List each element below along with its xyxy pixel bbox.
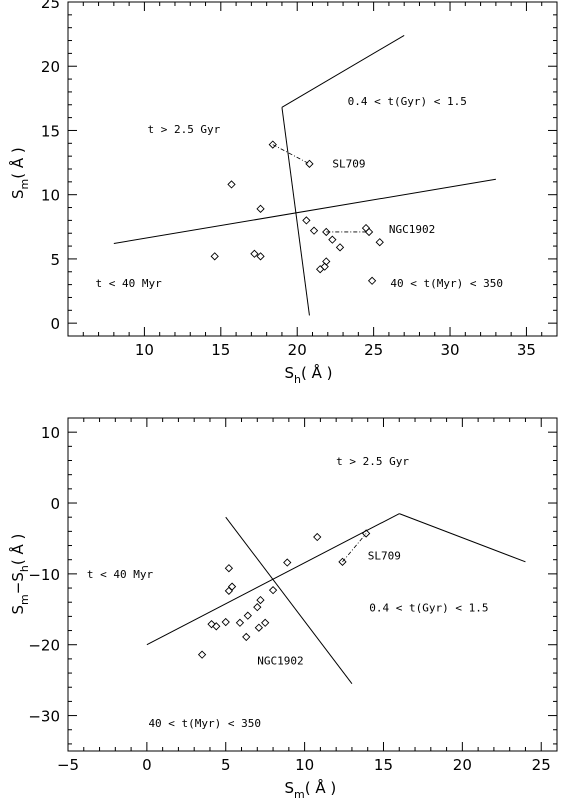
x-axis-label: Sh( Å ) xyxy=(285,363,333,386)
x-tick-label: 0 xyxy=(142,756,152,774)
x-tick-label: 10 xyxy=(295,756,314,774)
x-tick-label: −5 xyxy=(57,756,79,774)
x-axis-label: Sm( Å ) xyxy=(285,778,337,801)
data-point xyxy=(375,238,384,247)
data-point xyxy=(227,582,237,591)
y-tick-label: −10 xyxy=(28,566,60,584)
x-tick-label: 5 xyxy=(221,756,231,774)
boundary-line xyxy=(281,107,310,316)
data-point xyxy=(322,257,331,266)
chart-panel-2: −5 0 5 10 15 20 25 −30 −20 −10 0 10 t > 2.5 Gyr t < 4… xyxy=(8,417,558,801)
y-tick-label: 10 xyxy=(41,424,60,442)
y-tick-label: 25 xyxy=(41,0,60,12)
y-axis-label: Sm( Å ) xyxy=(8,147,31,199)
data-point xyxy=(256,595,265,605)
y-axis-label: Sm−Sh( Å ) xyxy=(8,534,31,615)
data-point xyxy=(361,529,371,538)
data-point xyxy=(242,632,251,642)
y-tick-label: −30 xyxy=(28,708,60,726)
data-point xyxy=(268,140,277,149)
data-point xyxy=(309,226,319,235)
data-point xyxy=(243,611,252,620)
data-point xyxy=(256,252,265,261)
plot-frame xyxy=(67,417,558,752)
region-annotation: SL709 xyxy=(368,550,401,563)
region-annotation: 0.4 < t(Gyr) < 1.5 xyxy=(369,601,488,614)
data-point xyxy=(261,618,270,627)
connector-line xyxy=(342,533,367,563)
data-point xyxy=(212,622,221,631)
region-annotation: 0.4 < t(Gyr) < 1.5 xyxy=(348,95,467,108)
y-tick-label: 15 xyxy=(41,122,60,140)
data-point xyxy=(328,235,337,244)
y-tick-label: 20 xyxy=(41,58,60,76)
chart-panel-1: 10 15 20 25 30 35 0 5 10 15 20 25 t > 2.5 Gyr 0.4 < t… xyxy=(8,0,558,386)
data-point xyxy=(224,586,234,596)
data-point xyxy=(253,603,262,612)
region-annotation: 40 < t(Myr) < 350 xyxy=(148,717,261,730)
region-annotation: t < 40 Myr xyxy=(96,277,163,290)
x-tick-label: 30 xyxy=(440,341,459,359)
region-annotation: t > 2.5 Gyr xyxy=(147,123,220,136)
data-point xyxy=(364,227,374,237)
data-point xyxy=(316,265,325,274)
y-tick-label: 10 xyxy=(41,187,60,205)
data-point xyxy=(367,276,377,285)
data-point xyxy=(254,623,264,632)
data-point xyxy=(224,564,234,573)
data-point xyxy=(207,620,216,629)
data-point xyxy=(221,617,230,627)
data-point xyxy=(235,618,245,627)
x-tick-label: 15 xyxy=(211,341,230,359)
region-annotation: t < 40 Myr xyxy=(87,568,154,581)
region-annotation: t > 2.5 Gyr xyxy=(336,455,409,468)
boundary-line xyxy=(225,516,353,684)
data-point xyxy=(197,650,207,659)
data-point xyxy=(250,249,259,258)
region-annotation: NGC1902 xyxy=(389,223,435,236)
boundary-line xyxy=(113,178,496,245)
region-annotation: 40 < t(Myr) < 350 xyxy=(390,277,503,290)
x-tick-label: 15 xyxy=(374,756,393,774)
y-tick-label: 0 xyxy=(50,315,60,333)
svg-text:Sm−Sh( Å ): Sm−Sh( Å ) xyxy=(8,534,31,615)
boundary-line xyxy=(399,513,526,563)
y-tick-label: 0 xyxy=(50,495,60,513)
data-point xyxy=(256,204,265,213)
data-point xyxy=(361,223,371,233)
data-point xyxy=(335,243,345,252)
x-tick-label: 20 xyxy=(453,756,472,774)
region-annotation: SL709 xyxy=(332,158,365,171)
data-point xyxy=(302,216,311,225)
data-point xyxy=(210,252,219,261)
y-tick-label: −20 xyxy=(28,637,60,655)
data-point xyxy=(227,180,236,189)
connector-line xyxy=(272,144,310,165)
data-point xyxy=(338,557,347,566)
x-tick-label: 10 xyxy=(135,341,154,359)
x-tick-label: 20 xyxy=(288,341,307,359)
data-point xyxy=(283,558,292,567)
svg-text:Sm( Å ): Sm( Å ) xyxy=(8,147,31,199)
data-point xyxy=(268,586,278,595)
y-tick-label: 5 xyxy=(50,251,60,269)
x-tick-label: 35 xyxy=(517,341,536,359)
data-point xyxy=(313,532,322,542)
region-annotation: NGC1902 xyxy=(257,655,303,668)
boundary-line xyxy=(281,34,405,108)
data-point xyxy=(322,227,331,237)
x-tick-label: 25 xyxy=(532,756,551,774)
data-point xyxy=(305,159,314,168)
x-tick-label: 25 xyxy=(364,341,383,359)
data-point xyxy=(320,262,329,271)
